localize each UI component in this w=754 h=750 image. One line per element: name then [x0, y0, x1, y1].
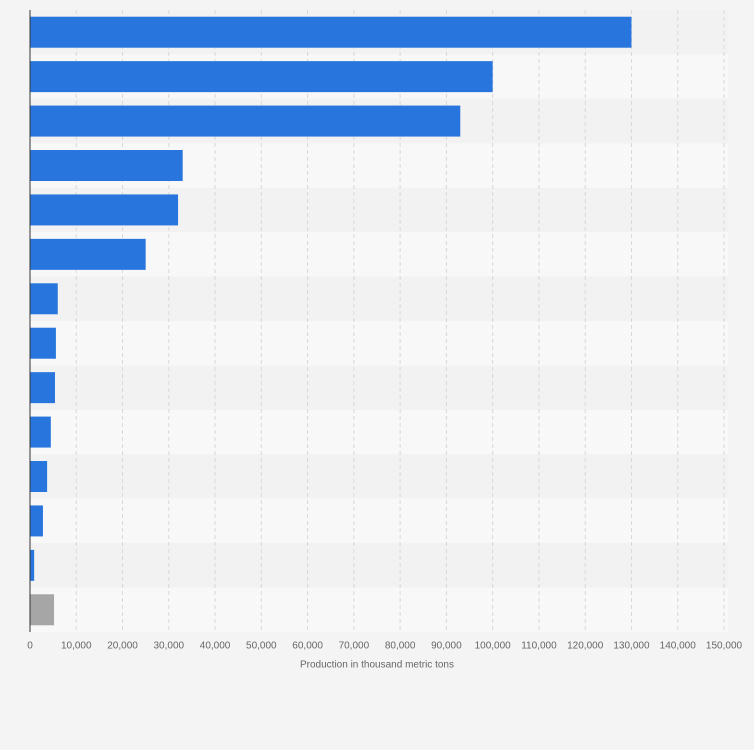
- bar: [30, 372, 55, 404]
- row-band: [30, 365, 728, 410]
- bar: [30, 150, 183, 181]
- bar: [30, 238, 146, 270]
- x-tick-label: 140,000: [660, 641, 697, 652]
- x-tick-label: 110,000: [521, 641, 557, 652]
- x-tick-label: 10,000: [61, 641, 92, 652]
- bar: [30, 16, 632, 48]
- x-tick-label: 120,000: [567, 641, 604, 652]
- row-band: [30, 454, 728, 499]
- bar: [30, 505, 43, 537]
- bar: [30, 194, 179, 226]
- x-tick-label: 50,000: [246, 641, 277, 652]
- row-band: [30, 232, 728, 277]
- x-tick-label: 90,000: [431, 641, 462, 652]
- bar: [30, 327, 56, 359]
- row-band: [30, 276, 728, 321]
- x-tick-label: 130,000: [613, 641, 650, 652]
- x-tick-label: 40,000: [200, 641, 231, 652]
- x-tick-label: 0: [27, 641, 33, 652]
- x-tick-label: 80,000: [385, 641, 416, 652]
- bar: [30, 461, 48, 492]
- x-tick-label: 150,000: [706, 641, 743, 652]
- bar: [30, 549, 35, 581]
- row-band: [30, 409, 728, 455]
- x-axis-title: Production in thousand metric tons: [300, 660, 454, 671]
- row-band: [30, 543, 728, 588]
- bar: [30, 61, 493, 93]
- x-tick-label: 60,000: [292, 641, 323, 652]
- bar: [30, 105, 461, 137]
- bar: [30, 416, 51, 448]
- bar: [30, 283, 58, 315]
- bar: [30, 594, 55, 626]
- row-band: [30, 498, 728, 544]
- x-tick-label: 70,000: [339, 641, 370, 652]
- x-tick-label: 30,000: [154, 641, 185, 652]
- row-band: [30, 587, 728, 632]
- x-tick-label: 100,000: [475, 641, 512, 652]
- row-band: [30, 321, 728, 366]
- x-tick-label: 20,000: [107, 641, 138, 652]
